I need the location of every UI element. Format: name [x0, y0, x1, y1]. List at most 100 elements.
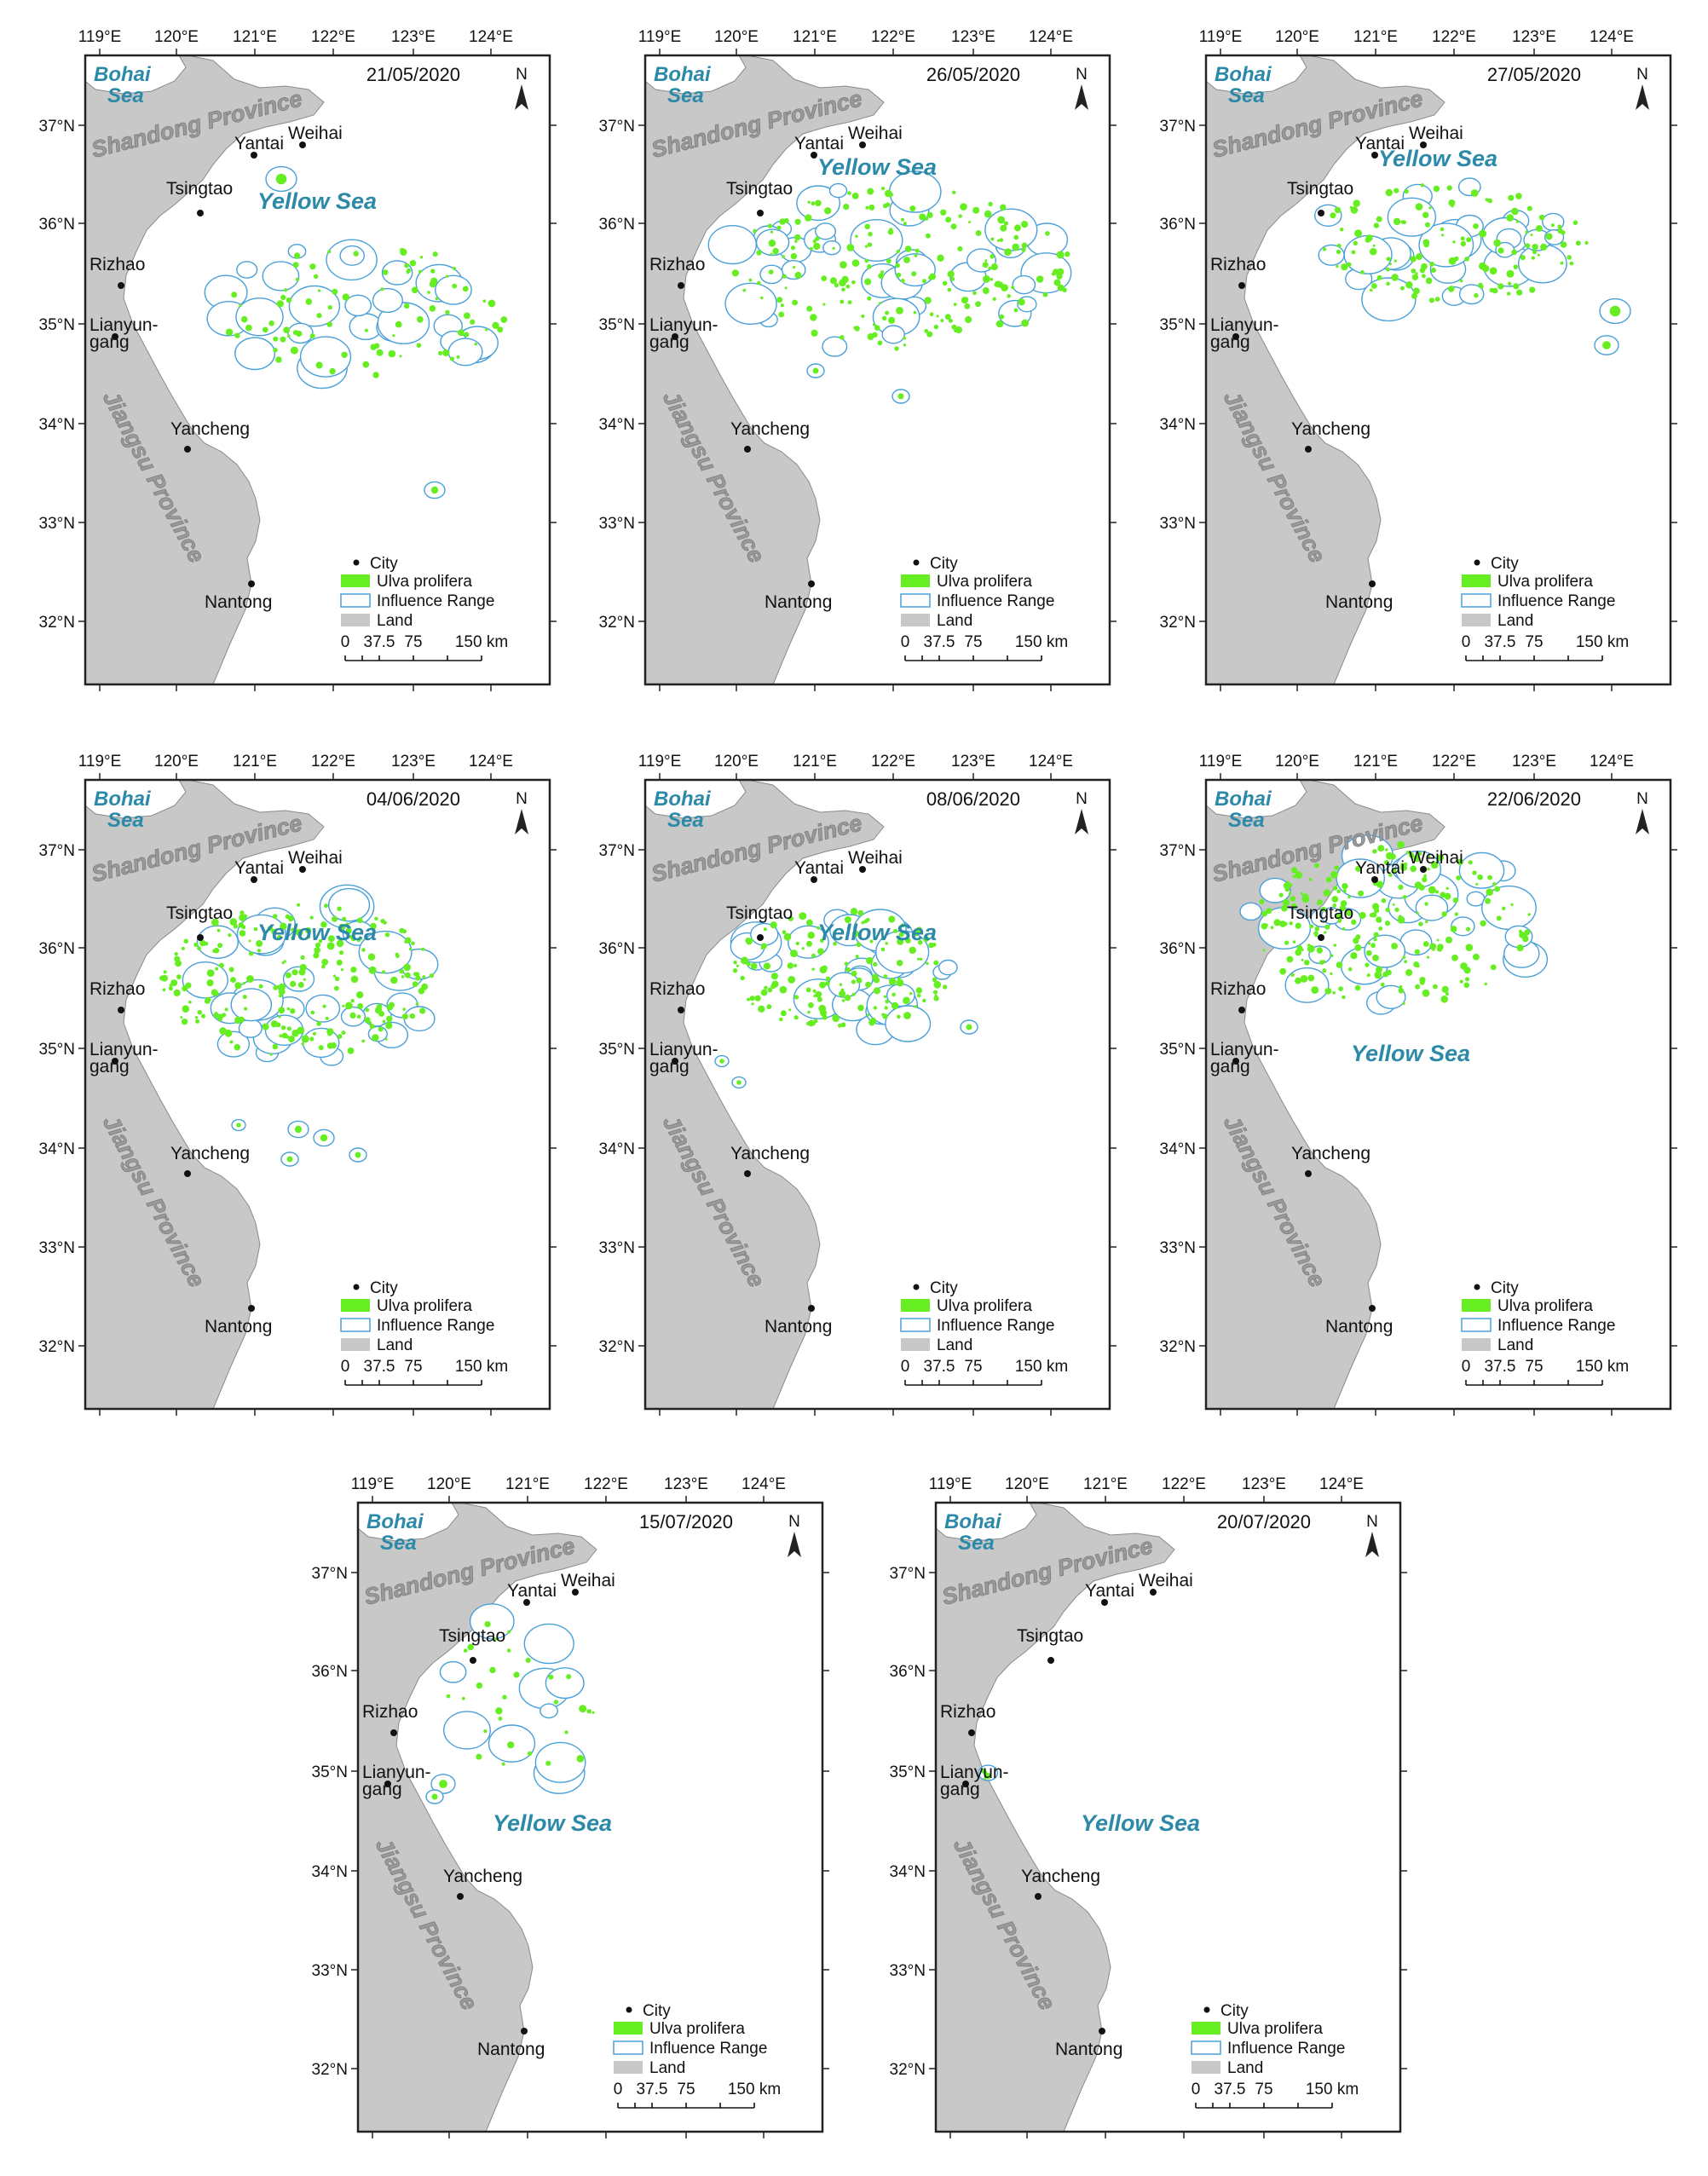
ulva-prolifera-patch — [194, 1016, 199, 1019]
ulva-prolifera-patch — [1465, 944, 1474, 951]
legend-ulva-symbol — [901, 574, 930, 587]
ulva-prolifera-patch — [885, 310, 890, 315]
ulva-prolifera-patch — [903, 1012, 911, 1019]
ulva-prolifera-patch — [1365, 962, 1370, 967]
ulva-prolifera-patch — [783, 932, 792, 941]
ulva-prolifera-patch — [502, 1694, 507, 1700]
legend-land-symbol — [1192, 2061, 1220, 2074]
ulva-prolifera-patch — [1013, 234, 1019, 240]
ulva-prolifera-patch — [1380, 982, 1385, 987]
scale-bar: 0 37.5 75 150 km — [901, 633, 1068, 661]
city-marker — [118, 1007, 124, 1013]
ulva-prolifera-patch — [819, 981, 827, 989]
ulva-prolifera-patch — [492, 321, 499, 329]
ulva-prolifera-patch — [290, 1008, 296, 1014]
ulva-prolifera-patch — [497, 326, 504, 333]
ulva-prolifera-patch — [1301, 893, 1309, 900]
ulva-prolifera-patch — [566, 1674, 572, 1680]
ulva-prolifera-patch — [1347, 895, 1351, 899]
influence-range-patch — [469, 1603, 515, 1640]
influence-range-patch — [344, 294, 372, 317]
latitude-tick-label: 37°N — [890, 1565, 926, 1583]
longitude-tick-label: 119°E — [78, 753, 122, 771]
ulva-prolifera-patch — [1526, 205, 1532, 211]
longitude-tick-label: 120°E — [714, 28, 759, 46]
ulva-prolifera-patch — [751, 1002, 754, 1006]
north-arrow-label: N — [1076, 790, 1088, 808]
legend-influence-label: Influence Range — [1227, 2040, 1345, 2058]
ulva-prolifera-patch — [855, 955, 859, 959]
influence-range-patch — [262, 261, 300, 291]
ulva-prolifera-patch — [1324, 987, 1332, 995]
legend-land-symbol — [614, 2061, 643, 2074]
ulva-prolifera-patch — [1337, 919, 1342, 923]
ulva-prolifera-patch — [850, 908, 858, 915]
ulva-prolifera-patch — [746, 961, 751, 967]
ulva-prolifera-patch — [1295, 977, 1301, 984]
ulva-prolifera-patch — [1307, 974, 1315, 982]
city-marker — [1371, 876, 1378, 883]
ulva-prolifera-patch — [1007, 294, 1011, 298]
ulva-prolifera-patch — [181, 946, 185, 950]
ulva-prolifera-patch — [1602, 341, 1611, 349]
legend-land-label: Land — [937, 612, 972, 630]
panel-date: 22/06/2020 — [1487, 788, 1581, 810]
ulva-prolifera-patch — [897, 1014, 901, 1019]
ulva-prolifera-patch — [267, 926, 274, 932]
map-panel: 119°E 120°E 121°E 122°E 123°E 124°E 37°N 36°N 35… — [599, 753, 1117, 1416]
land-area — [85, 780, 325, 1409]
ulva-prolifera-patch — [1423, 241, 1429, 248]
legend-ulva-label: Ulva prolifera — [377, 573, 472, 591]
ulva-prolifera-patch — [937, 254, 944, 262]
ulva-prolifera-patch — [576, 1755, 585, 1763]
ulva-prolifera-patch — [294, 1125, 303, 1134]
bohai-sea-label: Sea — [1228, 809, 1265, 832]
ulva-prolifera-patch — [1330, 972, 1333, 975]
influence-range-patch — [1387, 197, 1437, 237]
ulva-prolifera-patch — [903, 996, 910, 1005]
ulva-prolifera-patch — [1330, 870, 1338, 879]
city-label: Nantong — [765, 1317, 832, 1336]
ulva-prolifera-patch — [1042, 291, 1048, 297]
ulva-prolifera-patch — [489, 1666, 496, 1674]
ulva-prolifera-patch — [1430, 861, 1439, 869]
latitude-tick-label: 32°N — [599, 614, 635, 632]
bohai-sea-label: Bohai — [654, 788, 712, 811]
ulva-prolifera-patch — [932, 990, 938, 995]
ulva-prolifera-patch — [1381, 898, 1387, 903]
ulva-prolifera-patch — [1454, 256, 1459, 262]
ulva-prolifera-patch — [168, 986, 173, 991]
ulva-prolifera-patch — [926, 961, 929, 966]
ulva-prolifera-patch — [280, 336, 286, 343]
north-arrow-label: N — [788, 1513, 800, 1531]
ulva-prolifera-patch — [1445, 886, 1449, 890]
ulva-prolifera-patch — [1036, 275, 1044, 283]
ulva-prolifera-patch — [760, 989, 768, 996]
ulva-prolifera-patch — [1317, 899, 1323, 905]
ulva-prolifera-patch — [982, 262, 989, 268]
legend-ulva-label: Ulva prolifera — [649, 2020, 745, 2038]
scale-bar: 0 37.5 75 150 km — [341, 633, 508, 661]
ulva-prolifera-patch — [922, 998, 926, 1003]
ulva-prolifera-patch — [877, 340, 883, 346]
ulva-prolifera-patch — [548, 1674, 554, 1680]
ulva-prolifera-patch — [278, 988, 286, 996]
ulva-prolifera-patch — [1001, 284, 1008, 291]
bohai-sea-water — [645, 55, 747, 95]
latitude-tick-label: 33°N — [39, 515, 75, 533]
city-label: Rizhao — [649, 979, 705, 999]
ulva-prolifera-patch — [856, 942, 862, 948]
ulva-prolifera-patch — [896, 272, 902, 278]
ulva-prolifera-patch — [1428, 206, 1432, 210]
influence-range-patch — [1012, 274, 1036, 295]
ulva-prolifera-patch — [231, 291, 238, 298]
ulva-prolifera-patch — [380, 287, 384, 291]
ulva-prolifera-patch — [318, 1045, 324, 1051]
ulva-prolifera-patch — [984, 1776, 987, 1780]
ulva-prolifera-patch — [1477, 874, 1483, 880]
scale-bar-label: 0 — [341, 633, 350, 651]
ulva-prolifera-patch — [731, 269, 739, 277]
city-label: Tsingtao — [1287, 903, 1353, 923]
ulva-prolifera-patch — [1332, 903, 1337, 908]
ulva-prolifera-patch — [224, 1007, 228, 1012]
